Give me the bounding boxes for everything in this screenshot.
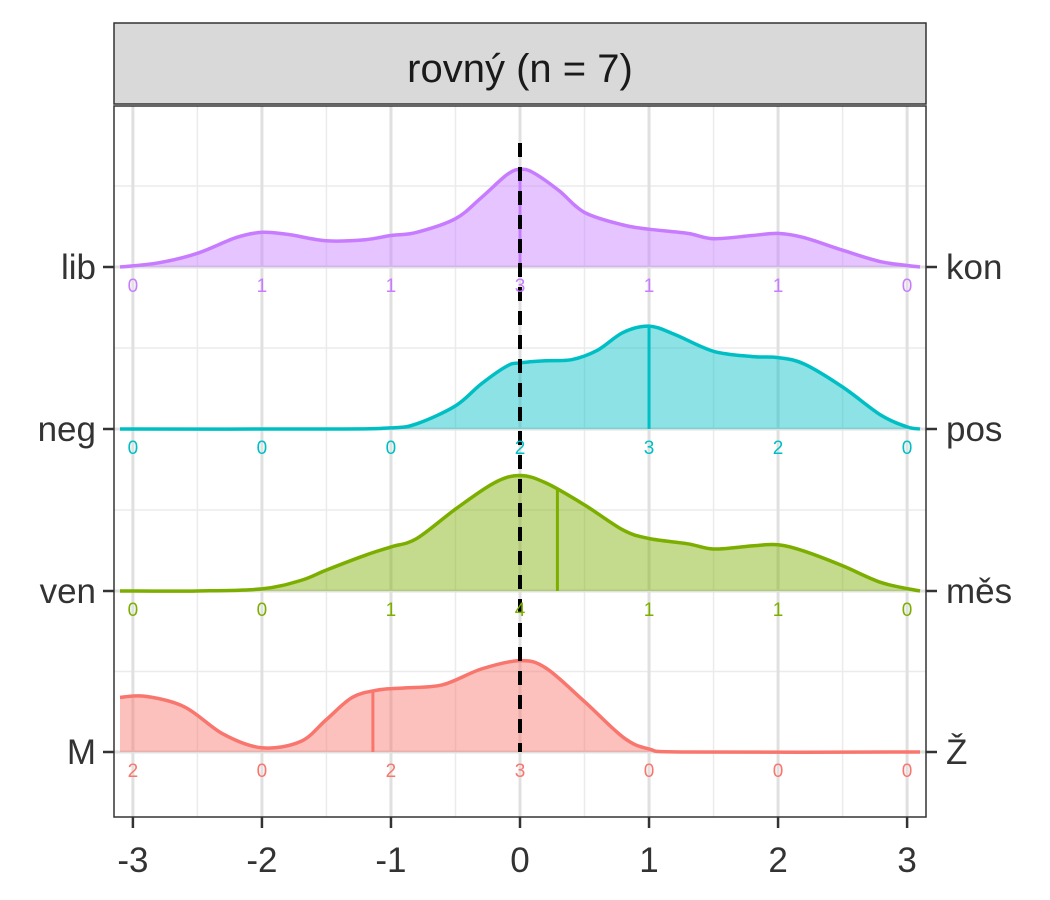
y-label-left-M: M bbox=[67, 733, 96, 772]
y-axis-right: kon pos měs Ž bbox=[926, 248, 1012, 772]
count-label-lib-1: 1 bbox=[257, 276, 268, 297]
facet-strip-label: rovný (n = 7) bbox=[407, 47, 633, 91]
y-label-right-měs: měs bbox=[946, 572, 1012, 611]
count-label-ven-1: 0 bbox=[257, 600, 268, 621]
count-label-ven-6: 0 bbox=[902, 600, 913, 621]
count-label-neg-6: 0 bbox=[902, 438, 913, 459]
ridge-area-neg bbox=[120, 326, 920, 430]
count-label-neg-3: 2 bbox=[515, 438, 526, 459]
ridge-neg bbox=[119, 324, 921, 431]
y-label-left-ven: ven bbox=[40, 572, 96, 611]
y-label-right-Ž: Ž bbox=[946, 733, 967, 772]
count-label-lib-2: 1 bbox=[386, 276, 397, 297]
grid-lines bbox=[114, 106, 926, 817]
count-label-M-1: 0 bbox=[257, 761, 268, 782]
x-tick-label-5: 2 bbox=[768, 841, 787, 880]
x-tick-label-2: -1 bbox=[375, 841, 406, 880]
y-label-right-kon: kon bbox=[946, 248, 1002, 287]
ridge-outline-neg bbox=[119, 324, 921, 431]
count-label-M-0: 2 bbox=[128, 761, 139, 782]
count-label-neg-1: 0 bbox=[257, 438, 268, 459]
count-label-M-3: 3 bbox=[515, 761, 526, 782]
count-label-ven-4: 1 bbox=[644, 600, 655, 621]
y-label-right-pos: pos bbox=[946, 410, 1002, 449]
x-tick-label-0: -3 bbox=[117, 841, 148, 880]
y-label-left-neg: neg bbox=[38, 410, 96, 449]
count-label-M-6: 0 bbox=[902, 761, 913, 782]
x-tick-label-4: 1 bbox=[639, 841, 658, 880]
count-label-M-2: 2 bbox=[386, 761, 397, 782]
count-label-neg-0: 0 bbox=[128, 438, 139, 459]
count-label-neg-5: 2 bbox=[773, 438, 784, 459]
count-label-neg-4: 3 bbox=[644, 438, 655, 459]
count-label-ven-2: 1 bbox=[386, 600, 397, 621]
count-label-neg-2: 0 bbox=[386, 438, 397, 459]
count-label-lib-6: 0 bbox=[902, 276, 913, 297]
count-label-M-5: 0 bbox=[773, 761, 784, 782]
count-label-lib-4: 1 bbox=[644, 276, 655, 297]
count-labels: 0 1 1 3 1 1 0 0 0 0 2 3 2 0 0 0 1 4 1 1 0 2 0 2 3 0 0 0 bbox=[128, 276, 913, 782]
count-label-M-4: 0 bbox=[644, 761, 655, 782]
count-label-ven-3: 4 bbox=[515, 600, 526, 621]
y-axis-left: lib neg ven M bbox=[38, 248, 114, 772]
count-label-ven-0: 0 bbox=[128, 600, 139, 621]
x-tick-label-3: 0 bbox=[510, 841, 529, 880]
ridge-outline-M bbox=[119, 658, 921, 754]
count-label-lib-0: 0 bbox=[128, 276, 139, 297]
count-label-lib-5: 1 bbox=[773, 276, 784, 297]
y-label-left-lib: lib bbox=[61, 248, 96, 287]
ridge-outline-ven bbox=[119, 473, 921, 593]
count-label-lib-3: 3 bbox=[515, 276, 526, 297]
x-tick-label-6: 3 bbox=[897, 841, 916, 880]
facet-strip bbox=[113, 22, 927, 105]
x-tick-label-1: -2 bbox=[246, 841, 277, 880]
x-axis: -3 -2 -1 0 1 2 3 bbox=[117, 817, 917, 880]
count-label-ven-5: 1 bbox=[773, 600, 784, 621]
